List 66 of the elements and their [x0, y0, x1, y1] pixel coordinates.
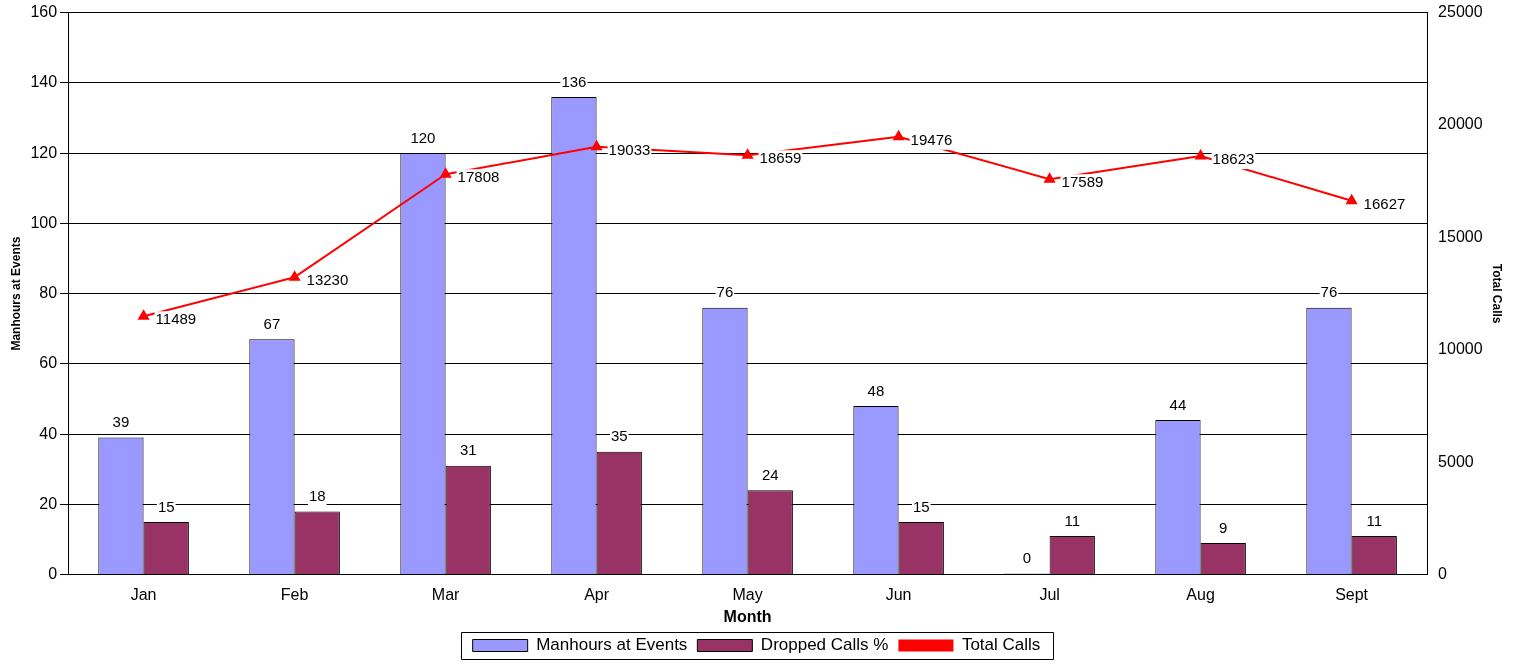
data-label: 16627 — [1363, 194, 1406, 212]
point — [1044, 173, 1055, 183]
point — [591, 140, 602, 151]
point — [138, 310, 149, 320]
x-tick-label: Apr — [584, 585, 610, 603]
legend-label: Total Calls — [961, 635, 1041, 655]
data-label: 67 — [263, 314, 281, 332]
data-label: 11489 — [155, 310, 197, 328]
data-label: 24 — [761, 465, 779, 483]
y-tick-label: 0 — [48, 565, 58, 583]
data-label: 9 — [1219, 518, 1228, 536]
data-label: 44 — [1169, 395, 1187, 413]
data-label: 48 — [867, 381, 885, 399]
x-tick-label: Jun — [885, 585, 912, 603]
x-tick-label: Aug — [1186, 585, 1215, 603]
x-tick-label: Jul — [1039, 585, 1060, 603]
x-tick-label: Feb — [280, 585, 309, 603]
y-tick-label: 60 — [39, 354, 58, 372]
data-label: 120 — [410, 128, 436, 146]
x-tick-label: Jan — [130, 585, 157, 603]
y2-axis-title: Total Calls — [1490, 263, 1505, 324]
point — [1346, 194, 1357, 205]
point — [893, 130, 904, 141]
data-label: 76 — [716, 283, 734, 301]
data-label: 17589 — [1061, 173, 1104, 191]
data-label: 15 — [912, 497, 930, 515]
data-label: 18 — [308, 487, 326, 505]
data-label: 19476 — [910, 130, 953, 148]
legend-label: Dropped Calls % — [760, 635, 889, 655]
point — [440, 168, 451, 178]
y2-tick-label: 20000 — [1438, 115, 1483, 133]
x-tick-label: Sept — [1335, 585, 1369, 603]
y2-tick-label: 25000 — [1438, 3, 1483, 21]
y2-tick-label: 15000 — [1438, 227, 1483, 245]
legend-label: Manhours at Events — [536, 635, 688, 655]
y-tick-label: 100 — [30, 213, 58, 231]
y2-tick-label: 5000 — [1438, 452, 1474, 470]
data-label: 0 — [1022, 549, 1032, 567]
x-tick-label: May — [732, 585, 763, 603]
data-label: 15 — [157, 497, 175, 515]
point — [742, 149, 753, 159]
y2-tick-label: 10000 — [1438, 340, 1483, 358]
y-tick-label: 80 — [39, 284, 58, 302]
data-label: 31 — [459, 441, 477, 459]
y-tick-label: 160 — [30, 3, 58, 21]
data-label: 13230 — [306, 271, 349, 289]
y-axis-title: Manhours at Events — [8, 236, 23, 351]
data-label: 76 — [1320, 283, 1338, 301]
data-label: 19033 — [608, 140, 651, 158]
data-label: 136 — [561, 72, 587, 90]
data-label: 11 — [1064, 511, 1081, 529]
y-tick-label: 140 — [30, 73, 58, 91]
data-label: 18623 — [1212, 150, 1255, 168]
y-tick-label: 120 — [30, 143, 58, 161]
data-label: 39 — [112, 413, 130, 431]
y-tick-label: 20 — [39, 494, 58, 512]
data-label: 17808 — [457, 168, 500, 186]
x-tick-label: Mar — [431, 585, 461, 603]
point — [289, 271, 300, 281]
point — [1195, 149, 1206, 160]
x-axis-title: Month — [723, 607, 772, 625]
data-label: 18659 — [759, 149, 802, 167]
y-tick-label: 40 — [39, 424, 58, 442]
data-label: 11 — [1366, 511, 1383, 529]
y2-tick-label: 0 — [1438, 565, 1448, 583]
data-label: 35 — [610, 427, 628, 445]
